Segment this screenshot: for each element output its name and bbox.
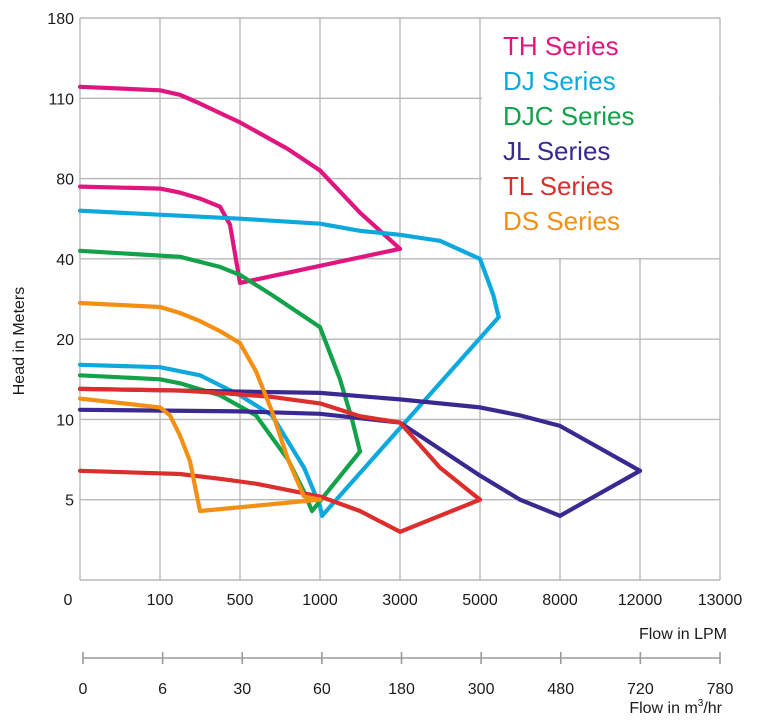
series-curve bbox=[77, 396, 203, 514]
secondary-x-tick-label: 6 bbox=[158, 681, 167, 698]
legend-item: JL Series bbox=[503, 136, 610, 166]
y-tick-label: 80 bbox=[56, 172, 74, 189]
x-tick-label: 500 bbox=[227, 592, 254, 609]
y-axis-ticks: 5 10 20 40 80 110 180 bbox=[47, 11, 74, 510]
series-curve bbox=[557, 468, 643, 518]
x-tick-label: 13000 bbox=[698, 592, 743, 609]
legend-item: TH Series bbox=[503, 31, 619, 61]
series-curve bbox=[237, 246, 403, 285]
secondary-x-axis-title: Flow in m3/hr bbox=[629, 698, 722, 717]
y-tick-label: 40 bbox=[56, 252, 74, 269]
series-curve bbox=[319, 315, 501, 518]
series-curve bbox=[77, 468, 403, 534]
series-ds-series bbox=[77, 300, 323, 514]
y-tick-label: 5 bbox=[65, 493, 74, 510]
series-lines bbox=[77, 84, 643, 534]
x-tick-label: 12000 bbox=[618, 592, 663, 609]
legend-item: DJ Series bbox=[503, 66, 616, 96]
secondary-x-tick-label: 720 bbox=[627, 681, 654, 698]
legend: TH Series DJ Series DJC Series JL Series TL … bbox=[503, 31, 634, 236]
series-curve bbox=[397, 497, 483, 534]
x-tick-label: 1000 bbox=[302, 592, 338, 609]
series-curve bbox=[77, 208, 501, 320]
series-th-series bbox=[77, 84, 403, 285]
secondary-x-tick-label: 0 bbox=[79, 681, 88, 698]
y-tick-label: 110 bbox=[48, 91, 74, 108]
series-curve bbox=[77, 386, 483, 502]
series-tl-series bbox=[77, 386, 483, 534]
secondary-x-tick-label: 300 bbox=[468, 681, 495, 698]
chart-grid bbox=[79, 17, 721, 581]
x-tick-label: 5000 bbox=[462, 592, 498, 609]
legend-item: TL Series bbox=[503, 171, 613, 201]
secondary-x-axis: 0 6 30 60 180 300 480 720 780 bbox=[79, 652, 734, 698]
secondary-x-tick-label: 60 bbox=[313, 681, 331, 698]
legend-item: DJC Series bbox=[503, 101, 634, 131]
y-axis-title: Head in Meters bbox=[11, 287, 28, 396]
secondary-x-tick-label: 780 bbox=[707, 681, 734, 698]
series-curve bbox=[77, 386, 643, 473]
x-axis-ticks: 0 100 500 1000 3000 5000 8000 12000 13000 bbox=[64, 592, 743, 609]
series-curve bbox=[77, 184, 243, 285]
series-curve bbox=[197, 497, 323, 514]
secondary-x-tick-label: 180 bbox=[388, 681, 415, 698]
y-tick-label: 10 bbox=[56, 412, 74, 429]
x-axis-title: Flow in LPM bbox=[639, 626, 727, 643]
y-tick-label: 20 bbox=[56, 332, 74, 349]
legend-box bbox=[482, 19, 719, 258]
y-tick-label: 180 bbox=[47, 11, 74, 28]
series-curve bbox=[77, 248, 363, 454]
x-tick-label: 0 bbox=[64, 592, 73, 609]
legend-item: DS Series bbox=[503, 206, 620, 236]
x-tick-label: 8000 bbox=[542, 592, 578, 609]
secondary-x-tick-label: 480 bbox=[547, 681, 574, 698]
series-curve bbox=[77, 300, 323, 502]
x-tick-label: 3000 bbox=[382, 592, 418, 609]
secondary-x-tick-label: 30 bbox=[233, 681, 251, 698]
x-tick-label: 100 bbox=[147, 592, 174, 609]
series-curve bbox=[77, 84, 403, 251]
